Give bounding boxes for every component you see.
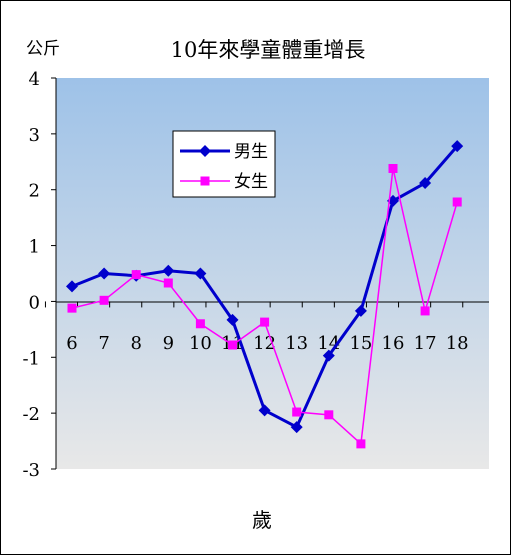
data-point — [194, 267, 207, 280]
x-tick-label: 6 — [66, 333, 77, 354]
data-point — [354, 304, 367, 317]
data-point — [419, 177, 432, 190]
x-tick-label: 7 — [98, 333, 109, 354]
x-tick-label: 16 — [382, 333, 405, 354]
x-tick-label: 9 — [163, 333, 174, 354]
y-tick-label: 4 — [29, 69, 40, 90]
data-point — [451, 140, 464, 153]
data-point — [290, 421, 303, 434]
y-tick-label: 0 — [29, 292, 40, 313]
y-axis-label: 公斤 — [26, 39, 60, 59]
y-tick-label: -2 — [22, 404, 40, 425]
legend-marker — [200, 176, 210, 186]
data-point — [228, 340, 237, 350]
x-tick-label: 10 — [189, 333, 212, 354]
y-tick-label: 3 — [29, 125, 40, 146]
data-point — [99, 295, 109, 305]
chart-title: 10年來學童體重增長 — [171, 38, 366, 62]
x-tick-label: 15 — [349, 333, 372, 354]
x-axis-label: 歲 — [252, 508, 272, 532]
data-point — [66, 280, 78, 293]
data-point — [452, 197, 462, 207]
legend-box — [172, 130, 276, 198]
data-point — [388, 163, 398, 173]
x-tick-label: 13 — [285, 333, 308, 354]
data-point — [131, 270, 141, 280]
data-point — [162, 264, 175, 277]
legend-marker — [199, 145, 211, 157]
y-tick-label: -3 — [22, 460, 40, 481]
series-square — [67, 163, 462, 449]
data-point — [226, 313, 239, 326]
y-tick-label: 2 — [29, 181, 40, 202]
y-tick-label: 1 — [29, 237, 40, 258]
data-point — [163, 278, 173, 288]
x-tick-label: 17 — [414, 333, 437, 354]
data-point — [420, 306, 430, 316]
x-tick-label: 18 — [446, 333, 469, 354]
data-point — [356, 439, 366, 449]
data-point — [322, 349, 335, 362]
data-series — [66, 140, 464, 449]
data-point — [67, 303, 77, 313]
x-tick-label: 8 — [130, 333, 141, 354]
y-axis-ticks: 4 3 2 1 0 -1 -2 -3 — [22, 69, 56, 481]
legend-label: 男生 — [234, 142, 268, 162]
data-point — [98, 267, 111, 280]
data-point — [260, 317, 270, 327]
legend-label: 女生 — [234, 172, 268, 192]
data-point — [258, 404, 271, 417]
data-point — [292, 407, 302, 417]
data-point — [195, 319, 205, 329]
data-point — [324, 410, 334, 420]
y-tick-label: -1 — [22, 348, 40, 369]
